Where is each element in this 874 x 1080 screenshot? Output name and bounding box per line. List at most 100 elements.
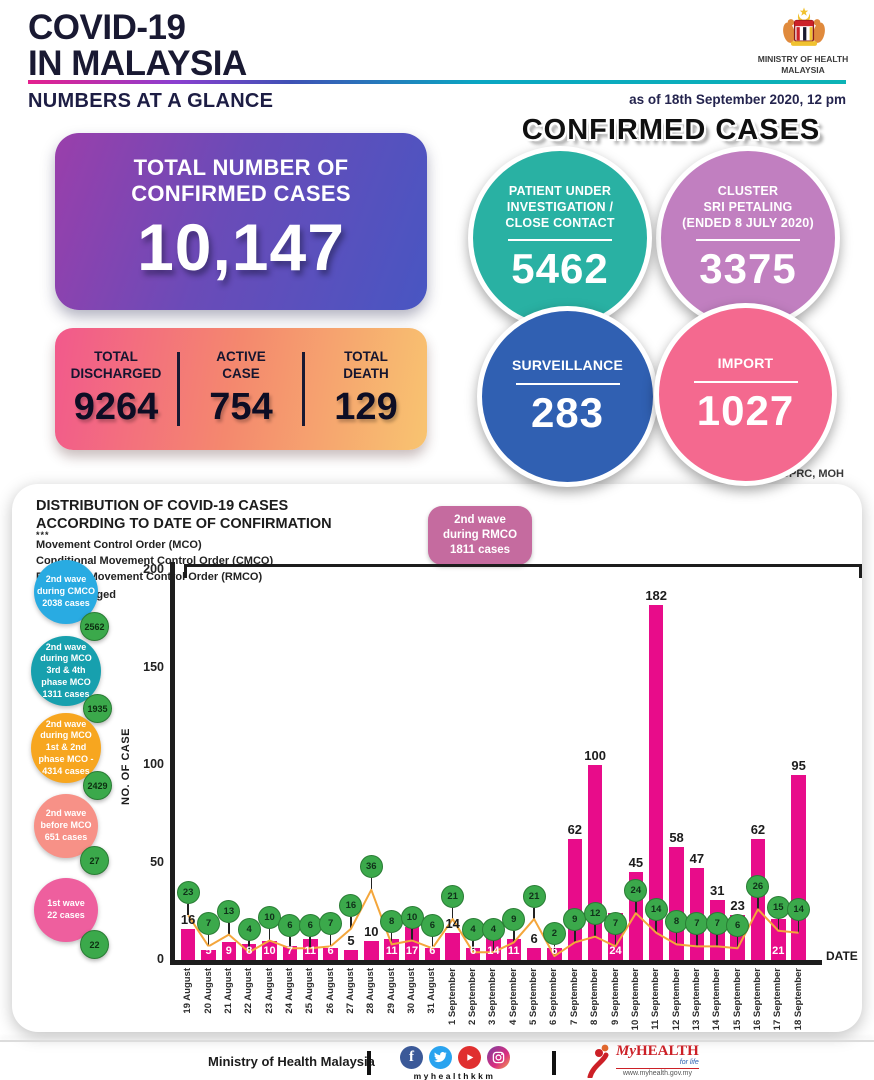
- twitter-icon[interactable]: [429, 1046, 452, 1069]
- moh-crest-logo: [774, 6, 834, 57]
- discharged-label: TOTAL DISCHARGED: [70, 349, 162, 381]
- x-tick-label: 20 August: [202, 968, 214, 1014]
- y-tick-label: 200: [143, 562, 164, 576]
- x-tick-label: 8 September: [589, 968, 601, 1026]
- bar-value-label: 16: [180, 911, 196, 927]
- total-confirmed-card: TOTAL NUMBER OF CONFIRMED CASES 10,147: [55, 133, 427, 310]
- x-axis-label: DATE: [826, 949, 858, 963]
- discharged-circle: 23: [176, 880, 200, 904]
- myhealth-figure-icon: [587, 1044, 609, 1078]
- page-subtitle: NUMBERS AT A GLANCE: [28, 90, 274, 112]
- x-tick-label: 29 August: [385, 968, 397, 1014]
- case-bar: [445, 932, 460, 960]
- discharged-connector: [289, 936, 291, 949]
- gradient-divider: [28, 80, 846, 84]
- discharged-circle: 16: [339, 894, 363, 918]
- discharged-connector: [553, 944, 556, 957]
- discharged-circle: 8: [380, 909, 404, 933]
- bar-value-label: 31: [710, 882, 725, 898]
- bar-value-label: 14: [445, 915, 460, 931]
- myhealth-url: www.myhealth.gov.my: [616, 1068, 699, 1077]
- x-tick-label: 17 September: [772, 968, 784, 1031]
- youtube-icon[interactable]: [458, 1046, 481, 1069]
- surveillance-circle: SURVEILLANCE 283: [477, 306, 658, 487]
- discharged-circle: 6: [420, 913, 444, 937]
- discharged-circle: 4: [481, 917, 505, 941]
- pui-close-contact-circle: PATIENT UNDER INVESTIGATION / CLOSE CONT…: [468, 146, 652, 330]
- social-icons: f: [400, 1046, 510, 1069]
- bar-value-label: 11: [385, 945, 398, 957]
- discharged-connector: [390, 932, 393, 945]
- case-bar: [364, 940, 379, 960]
- bar-value-label: 10: [364, 923, 379, 939]
- x-tick-label: 19 August: [182, 968, 194, 1014]
- discharged-circle: 21: [522, 884, 546, 908]
- wave-discharged-badge: 27: [80, 846, 109, 875]
- active-value: 754: [209, 385, 273, 428]
- circle-divider: [508, 239, 612, 242]
- bar-value-label: 8: [246, 945, 253, 957]
- discharged-circle: 9: [502, 907, 526, 931]
- x-tick-label: 30 August: [406, 968, 417, 1014]
- y-tick-label: 150: [143, 659, 164, 674]
- discharged-stat: TOTAL DISCHARGED 9264: [55, 328, 177, 450]
- myhealth-brand-my: My: [616, 1043, 636, 1059]
- bar-value-label: 45: [628, 855, 644, 871]
- bar-value-label: 6: [530, 931, 538, 947]
- death-value: 129: [334, 385, 398, 428]
- pui-close-contact-label: PATIENT UNDER INVESTIGATION / CLOSE CONT…: [505, 183, 615, 231]
- pui-close-contact-value: 5462: [511, 245, 609, 293]
- case-bar: [648, 605, 664, 960]
- discharged-connector: [472, 940, 474, 953]
- case-bar: [282, 946, 298, 960]
- wave-circle: 2nd wave during MCO 3rd & 4th phase MCO …: [31, 636, 101, 706]
- footer-separator: [367, 1051, 371, 1075]
- chart-panel: DISTRIBUTION OF COVID-19 CASES ACCORDING…: [12, 484, 862, 1032]
- bar-value-label: 58: [669, 829, 684, 845]
- x-tick-label: 1 September: [446, 968, 458, 1026]
- bar-value-label: 9: [225, 945, 232, 957]
- bar-value-label: 100: [584, 748, 606, 763]
- total-confirmed-label: TOTAL NUMBER OF CONFIRMED CASES: [131, 155, 351, 206]
- x-tick-label: 13 September: [690, 968, 702, 1031]
- surveillance-value: 283: [530, 388, 605, 436]
- bar-value-label: 62: [750, 822, 766, 838]
- x-tick-label: 16 September: [751, 968, 763, 1031]
- wave-discharged-badge: 1935: [83, 694, 112, 723]
- discharged-connector: [248, 940, 250, 953]
- y-tick-label: 50: [150, 854, 164, 869]
- stat-divider: [177, 352, 180, 426]
- discharged-circle: 14: [644, 898, 668, 922]
- discharged-connector: [614, 934, 617, 947]
- x-tick-label: 24 August: [283, 968, 295, 1014]
- case-bar: [526, 948, 542, 960]
- cluster-sri-petaling-circle: CLUSTER SRI PETALING (ENDED 8 JULY 2020)…: [656, 146, 840, 330]
- bar-value-label: 17: [405, 945, 419, 957]
- circle-divider: [696, 239, 800, 242]
- bar-value-label: 7: [286, 945, 293, 957]
- case-bar: [201, 950, 216, 960]
- myhealth-logo: My HEALTH for life www.myhealth.gov.my: [586, 1044, 699, 1078]
- x-tick-label: 23 August: [263, 968, 275, 1014]
- x-tick-label: 7 September: [568, 968, 580, 1026]
- y-axis-label: NO. OF CASE: [120, 727, 132, 805]
- facebook-icon[interactable]: f: [400, 1046, 423, 1069]
- discharged-connector: [757, 897, 759, 910]
- instagram-icon[interactable]: [487, 1046, 510, 1069]
- discharged-circle: 7: [604, 911, 627, 935]
- total-confirmed-value: 10,147: [137, 209, 345, 284]
- x-tick-label: 18 September: [792, 968, 804, 1031]
- bar-value-label: 6: [469, 945, 477, 957]
- case-bar: [262, 940, 277, 960]
- bar-value-label: 11: [304, 945, 317, 957]
- import-label: IMPORT: [717, 355, 774, 372]
- discharged-circle: 21: [441, 884, 465, 908]
- discharged-connector: [797, 921, 800, 933]
- discharged-connector: [635, 901, 637, 914]
- x-tick-label: 2 September: [467, 968, 479, 1026]
- bar-value-label: 6: [327, 945, 334, 957]
- cluster-sri-petaling-value: 3375: [699, 245, 797, 293]
- discharged-line: [187, 888, 799, 958]
- case-bar: [771, 919, 786, 960]
